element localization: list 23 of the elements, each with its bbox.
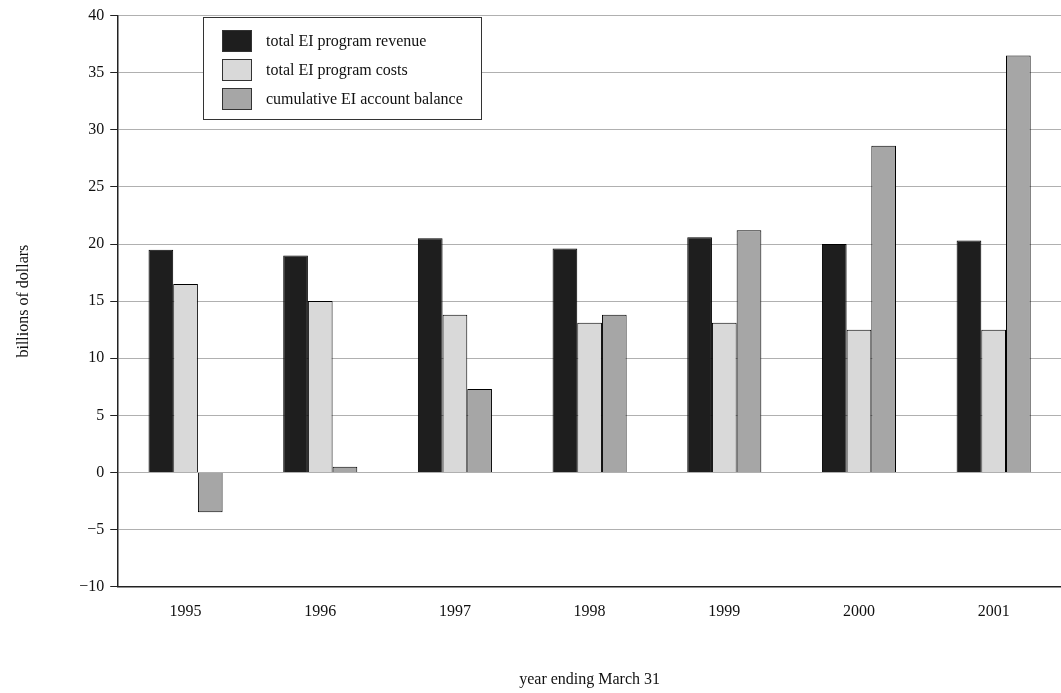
x-tick-label: 1997 [438,602,471,620]
y-tick-label: 5 [96,405,105,423]
x-tick-label: 1998 [573,602,606,620]
y-tick-label: 0 [96,462,105,480]
x-tick-label: 2000 [842,602,875,620]
y-axis-title: billions of dollars [13,244,31,358]
y-tick-label: 35 [88,62,105,80]
legend-label: total EI program costs [266,60,408,79]
x-tick-label: 2001 [977,602,1010,620]
y-tick-label: 40 [88,5,105,23]
x-axis-title: year ending March 31 [519,669,661,688]
y-tick-label: 15 [88,291,105,309]
y-tick-label: 10 [88,348,105,366]
x-tick-label: 1999 [708,602,741,620]
y-tick-label: 25 [88,177,105,195]
y-tick-label: −5 [87,519,105,537]
y-tick-label: 30 [88,120,105,137]
legend-label: cumulative EI account balance [266,89,463,108]
legend-label: total EI program revenue [266,31,427,50]
y-tick-label: 20 [88,234,105,252]
x-tick-label: 1995 [169,602,202,620]
y-tick-label: −10 [79,576,105,594]
x-tick-label: 1996 [304,602,337,620]
